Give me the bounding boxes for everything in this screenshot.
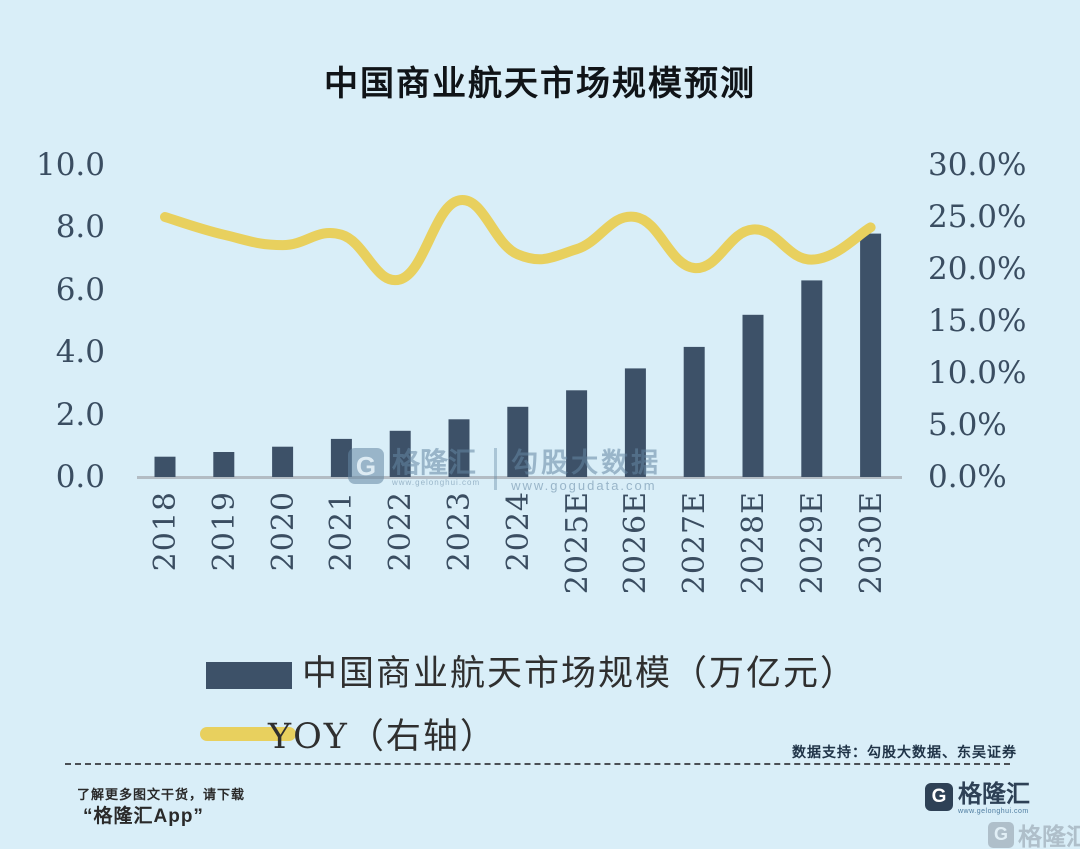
watermark-partner-url: www.gogudata.com <box>511 478 657 493</box>
x-axis-label-2030E: 2030E <box>853 491 889 595</box>
left-axis-tick-0.0: 0.0 <box>55 459 105 495</box>
bar-2019 <box>213 452 235 477</box>
x-axis-label-2025E: 2025E <box>559 491 595 595</box>
gelonghui-logo-icon: G <box>925 783 953 811</box>
x-axis-label-2029E: 2029E <box>794 491 830 595</box>
right-axis-tick-10.0%: 10.0% <box>928 355 1027 391</box>
gelonghui-logo-icon: G <box>348 448 384 484</box>
bar-2030E <box>860 233 882 477</box>
x-axis-label-2019: 2019 <box>206 491 242 572</box>
corner-watermark: G 格隆汇 <box>988 817 1080 849</box>
left-axis-tick-2.0: 2.0 <box>55 397 105 433</box>
x-axis-label-2020: 2020 <box>265 491 301 572</box>
footer-brand-text: 格隆汇 <box>958 781 1030 808</box>
legend-bar-swatch <box>206 662 292 689</box>
x-axis-label-2024: 2024 <box>500 491 536 572</box>
x-axis-label-2028E: 2028E <box>735 491 771 595</box>
chart-title: 中国商业航天市场规模预测 <box>324 65 756 103</box>
x-axis-label-2022: 2022 <box>382 491 418 572</box>
bar-2018 <box>154 456 176 477</box>
bar-2022 <box>389 430 411 477</box>
bar-2025E <box>566 390 588 477</box>
footer-promo-line2: “格隆汇App” <box>83 806 204 827</box>
watermark-brand-text: 格隆汇 <box>392 447 477 478</box>
x-axis-line <box>137 476 902 479</box>
x-axis-label-2021: 2021 <box>323 491 359 572</box>
bar-2023 <box>448 419 470 477</box>
right-axis-tick-15.0%: 15.0% <box>928 303 1027 339</box>
x-axis-label-2023: 2023 <box>441 491 477 572</box>
left-axis-tick-4.0: 4.0 <box>55 334 105 370</box>
bar-2020 <box>272 446 294 477</box>
footer-divider <box>65 763 1010 765</box>
left-axis-tick-10.0: 10.0 <box>35 147 105 183</box>
legend-line-swatch <box>200 727 296 741</box>
bar-2024 <box>507 406 529 477</box>
x-axis-label-2026E: 2026E <box>617 491 653 595</box>
footer-promo-line1: 了解更多图文干货，请下载 <box>77 787 246 802</box>
center-watermark: G 格隆汇 www.gelonghui.com 勾股大数据 www.goguda… <box>348 448 661 494</box>
corner-watermark-brand: 格隆汇 <box>1018 824 1080 849</box>
x-axis-label-2027E: 2027E <box>676 491 712 595</box>
watermark-partner-text: 勾股大数据 <box>511 448 662 478</box>
legend-line-label: YOY（右轴） <box>268 717 497 757</box>
watermark-brand-url: www.gelonghui.com <box>392 478 481 487</box>
right-axis-tick-20.0%: 20.0% <box>928 251 1027 287</box>
bar-2026E <box>624 368 646 477</box>
right-axis-tick-5.0%: 5.0% <box>928 407 1007 443</box>
bar-2021 <box>330 438 352 477</box>
footer-brand-url: www.gelonghui.com <box>958 808 1029 815</box>
left-axis-tick-8.0: 8.0 <box>55 209 105 245</box>
data-support-credit: 数据支持：勾股大数据、东吴证券 <box>792 744 1017 760</box>
bar-2028E <box>742 314 764 477</box>
gelonghui-logo-icon: G <box>988 821 1014 848</box>
gelonghui-logo: G 格隆汇 www.gelonghui.com <box>925 783 1030 816</box>
right-axis-tick-25.0%: 25.0% <box>928 199 1027 235</box>
bar-2029E <box>801 280 823 477</box>
left-axis-tick-6.0: 6.0 <box>55 272 105 308</box>
right-axis-tick-0.0%: 0.0% <box>928 459 1007 495</box>
legend-bar-label: 中国商业航天市场规模（万亿元） <box>302 654 858 694</box>
right-axis-tick-30.0%: 30.0% <box>928 147 1027 183</box>
x-axis-label-2018: 2018 <box>147 491 183 572</box>
watermark-divider <box>494 448 498 490</box>
yoy-line <box>160 195 876 286</box>
bar-2027E <box>683 346 705 477</box>
